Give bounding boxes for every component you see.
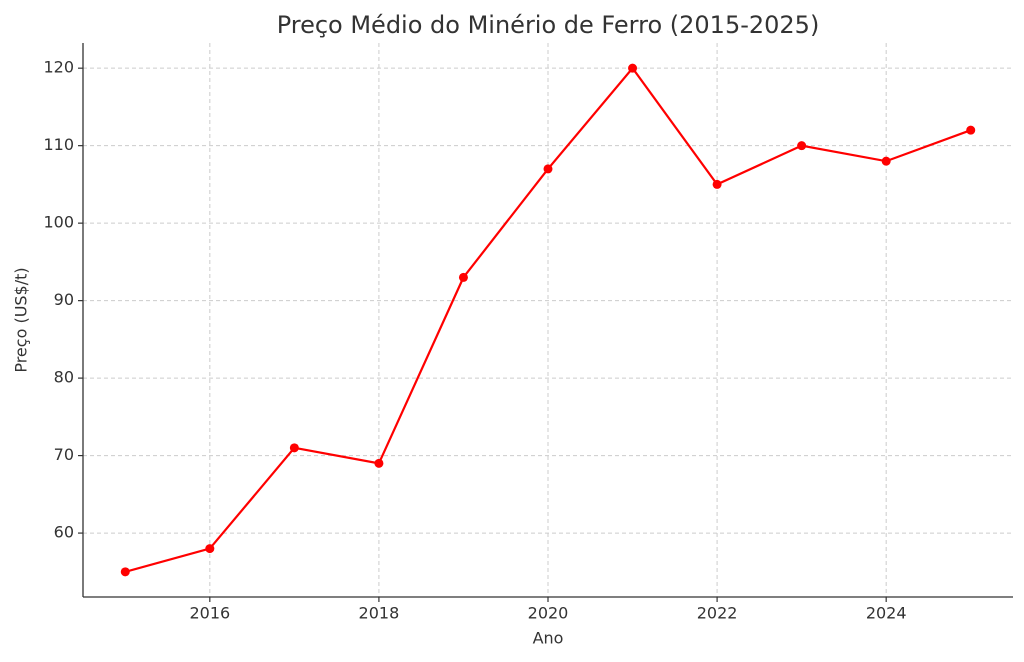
y-tick-label: 100 [43,213,74,232]
point [797,141,807,151]
point [966,125,976,135]
y-axis-label: Preço (US$/t) [12,267,31,372]
y-tick-label: 70 [54,445,74,464]
chart-title: Preço Médio do Minério de Ferro (2015-20… [277,11,820,39]
y-tick-label: 110 [43,135,74,154]
x-axis-label: Ano [533,629,564,648]
x-tick-label: 2016 [189,604,230,623]
x-tick-label: 2018 [359,604,400,623]
y-tick-label: 120 [43,58,74,77]
y-tick-label: 80 [54,368,74,387]
point [712,179,722,189]
x-tick-label: 2020 [528,604,569,623]
point [374,458,384,468]
point [120,567,130,577]
y-tick-label: 90 [54,290,74,309]
x-tick-label: 2024 [866,604,907,623]
point [881,156,891,166]
point [458,272,468,282]
point [543,164,553,174]
x-tick-label: 2022 [697,604,738,623]
point [205,544,215,554]
point [289,443,299,453]
point [628,63,638,73]
y-tick-label: 60 [54,523,74,542]
